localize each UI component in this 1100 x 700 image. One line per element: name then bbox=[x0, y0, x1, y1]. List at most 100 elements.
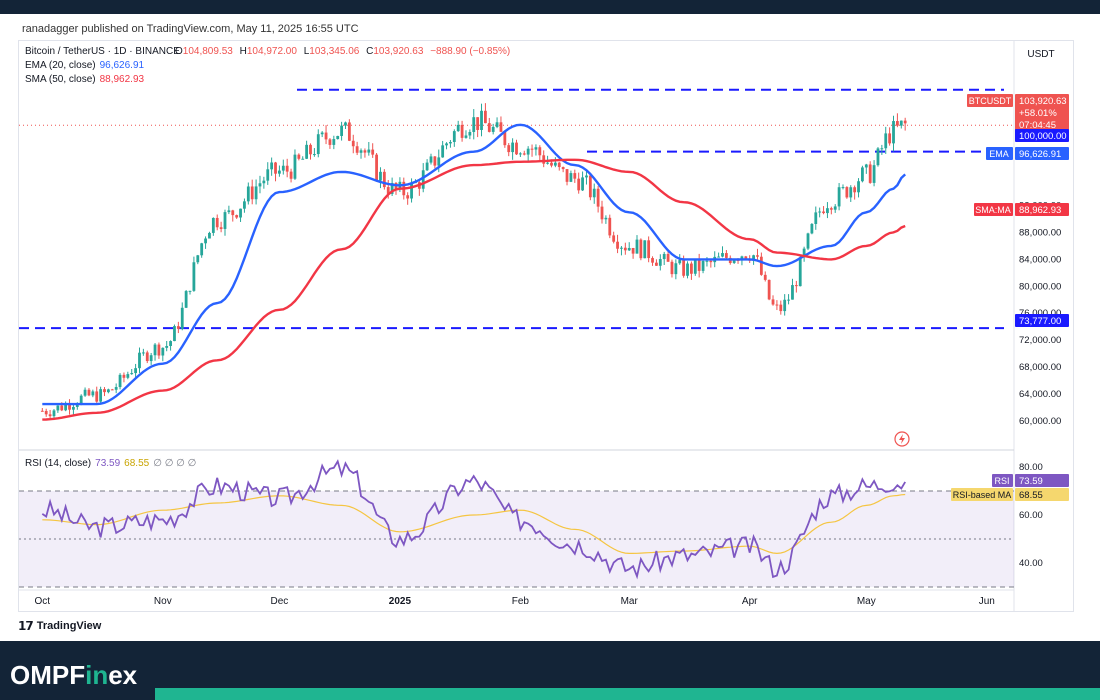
candle-body bbox=[829, 208, 833, 210]
candle-body bbox=[433, 156, 437, 166]
candle-body bbox=[344, 122, 347, 126]
candle-body bbox=[837, 187, 841, 207]
sma-tag-label: SMA:MA bbox=[975, 205, 1011, 215]
rsi-ma-tag: RSI-based MA 68.55 bbox=[951, 488, 1069, 501]
footer-accent-bar bbox=[155, 688, 1100, 700]
x-tick-4: Feb bbox=[512, 596, 530, 607]
x-tick-6: Apr bbox=[742, 596, 758, 607]
legend-change: −888.90 (−0.85%) bbox=[430, 46, 510, 57]
price-tick-9: 60,000.00 bbox=[1019, 416, 1061, 427]
x-tick-2: Dec bbox=[271, 596, 289, 607]
candle-body bbox=[347, 122, 351, 141]
candle-body bbox=[752, 255, 755, 261]
candle-body bbox=[192, 262, 196, 291]
x-tick-7: May bbox=[857, 596, 876, 607]
candle-body bbox=[188, 290, 192, 292]
moving-averages bbox=[42, 123, 907, 421]
candle-body bbox=[106, 389, 110, 393]
chart-frame: 108,000.0092,000.0088,000.0084,000.0080,… bbox=[18, 40, 1074, 612]
candle-body bbox=[316, 134, 320, 155]
legend-sma-label: SMA (50, close) bbox=[25, 74, 96, 85]
price-chart[interactable]: 108,000.0092,000.0088,000.0084,000.0080,… bbox=[19, 41, 1073, 611]
candle-body bbox=[507, 145, 511, 153]
candle-body bbox=[351, 140, 355, 147]
candle-body bbox=[763, 274, 767, 280]
candle-body bbox=[686, 263, 689, 276]
candle-body bbox=[709, 260, 713, 263]
legend-symbol: Bitcoin / TetherUS · 1D · BINANCE bbox=[25, 46, 180, 57]
candle-body bbox=[421, 170, 425, 189]
candle-body bbox=[561, 167, 565, 170]
published-caption: ranadagger published on TradingView.com,… bbox=[22, 23, 359, 35]
candle-body bbox=[169, 341, 172, 346]
candle-body bbox=[289, 171, 293, 179]
rsi-tag-value: 73.59 bbox=[1019, 476, 1043, 487]
legend-rsi: RSI (14, close) 73.59 68.55 ∅ ∅ ∅ ∅ bbox=[25, 458, 196, 469]
legend-rsi-ma-value: 68.55 bbox=[124, 458, 149, 469]
candle-body bbox=[577, 178, 581, 191]
candle-body bbox=[157, 344, 161, 356]
candle-body bbox=[666, 253, 670, 262]
candle-body bbox=[468, 131, 472, 136]
level-100k-tag: 100,000.00 bbox=[1015, 129, 1069, 142]
candle-body bbox=[449, 141, 452, 144]
candle-body bbox=[592, 188, 596, 198]
legend-ema: EMA (20, close) 96,626.91 bbox=[25, 60, 145, 71]
candle-body bbox=[382, 171, 386, 188]
legend-sma: SMA (50, close) 88,962.93 bbox=[25, 74, 145, 85]
candle-body bbox=[60, 405, 64, 411]
candle-body bbox=[631, 248, 635, 254]
candle-body bbox=[285, 165, 289, 172]
candle-body bbox=[355, 146, 359, 153]
candle-body bbox=[204, 238, 207, 244]
legend-c-value: 103,920.63 bbox=[373, 46, 423, 57]
rsi-line bbox=[41, 459, 906, 580]
candle-body bbox=[336, 135, 340, 140]
candle-body bbox=[363, 150, 367, 153]
candle-body bbox=[219, 227, 223, 229]
candle-body bbox=[410, 182, 413, 199]
candle-body bbox=[806, 233, 810, 249]
candle-body bbox=[56, 405, 60, 411]
candle-body bbox=[499, 122, 503, 132]
candle-body bbox=[184, 291, 188, 308]
candle-body bbox=[581, 177, 584, 191]
candle-body bbox=[546, 162, 549, 164]
price-tick-5: 76,000.00 bbox=[1019, 308, 1061, 319]
candle-body bbox=[721, 253, 724, 257]
candle-body bbox=[480, 110, 483, 130]
legend-sma-value: 88,962.93 bbox=[100, 74, 145, 85]
candle-body bbox=[487, 123, 491, 132]
candle-body bbox=[701, 261, 705, 271]
candle-body bbox=[857, 181, 860, 193]
candle-body bbox=[309, 144, 312, 155]
brand-tail: ex bbox=[108, 660, 138, 690]
candle-body bbox=[258, 183, 262, 187]
candle-body bbox=[756, 255, 759, 257]
candle-body bbox=[791, 285, 794, 300]
candle-body bbox=[320, 132, 324, 135]
candle-body bbox=[744, 256, 748, 260]
candle-body bbox=[246, 186, 250, 202]
candle-body bbox=[608, 217, 612, 236]
legend-c-key: C bbox=[366, 46, 373, 57]
candle-body bbox=[464, 135, 468, 138]
candle-body bbox=[130, 373, 134, 375]
candle-body bbox=[534, 147, 538, 150]
candle-body bbox=[647, 240, 651, 259]
legend-l-key: L bbox=[304, 46, 310, 57]
candle-body bbox=[68, 403, 71, 410]
candle-body bbox=[853, 187, 857, 193]
candle-body bbox=[278, 170, 281, 174]
candle-body bbox=[103, 389, 106, 393]
candle-body bbox=[40, 410, 44, 412]
candle-body bbox=[472, 117, 476, 132]
candle-body bbox=[437, 157, 441, 166]
candle-body bbox=[48, 414, 52, 417]
candle-body bbox=[126, 374, 130, 378]
lightning-icon[interactable] bbox=[894, 431, 910, 447]
candle-body bbox=[52, 410, 56, 417]
candle-body bbox=[196, 255, 200, 263]
candle-body bbox=[99, 389, 103, 402]
candle-body bbox=[822, 211, 825, 214]
